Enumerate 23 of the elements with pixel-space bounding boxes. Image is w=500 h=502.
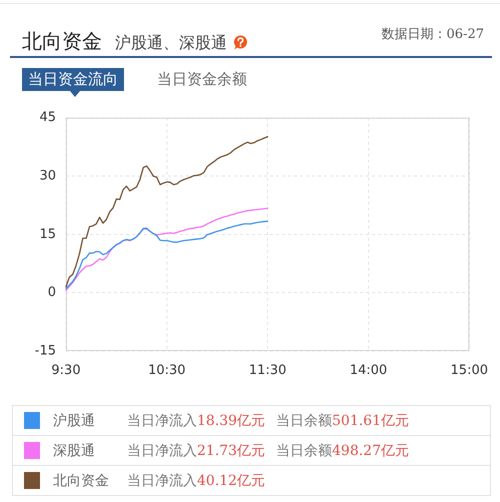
y-tick-label: 30 xyxy=(39,168,56,184)
x-tick-label: 15:00 xyxy=(450,363,488,378)
y-tick-label: -15 xyxy=(34,343,56,358)
legend-label: 沪股通 xyxy=(53,412,95,430)
text: 数据日期：06-27 xyxy=(382,26,484,43)
x-tick-label: 11:30 xyxy=(248,363,286,378)
text: 当日余额498.27亿元 xyxy=(276,443,409,459)
text: 当日净流入18.39亿元 xyxy=(127,413,266,429)
x-tick-label: 14:00 xyxy=(350,363,388,378)
tab[interactable]: 当日资金余额 xyxy=(151,68,253,91)
y-tick-label: 15 xyxy=(39,226,56,242)
legend-label: 北向资金 xyxy=(53,472,109,490)
legend-label: 深股通 xyxy=(53,442,95,460)
text: 当日净流入21.73亿元 xyxy=(127,443,266,459)
text: 当日余额501.61亿元 xyxy=(276,413,409,429)
text: 当日净流入40.12亿元 xyxy=(127,473,266,489)
x-tick-label: 10:30 xyxy=(148,363,186,378)
x-tick-label: 9:30 xyxy=(51,363,81,378)
tab[interactable]: 当日资金流向 xyxy=(22,68,124,91)
y-tick-label: 0 xyxy=(48,285,56,300)
chart-title: 北向资金 xyxy=(22,29,102,53)
chart-subtitle: 沪股通、深股通 xyxy=(115,33,227,52)
y-tick-label: 45 xyxy=(39,110,56,126)
